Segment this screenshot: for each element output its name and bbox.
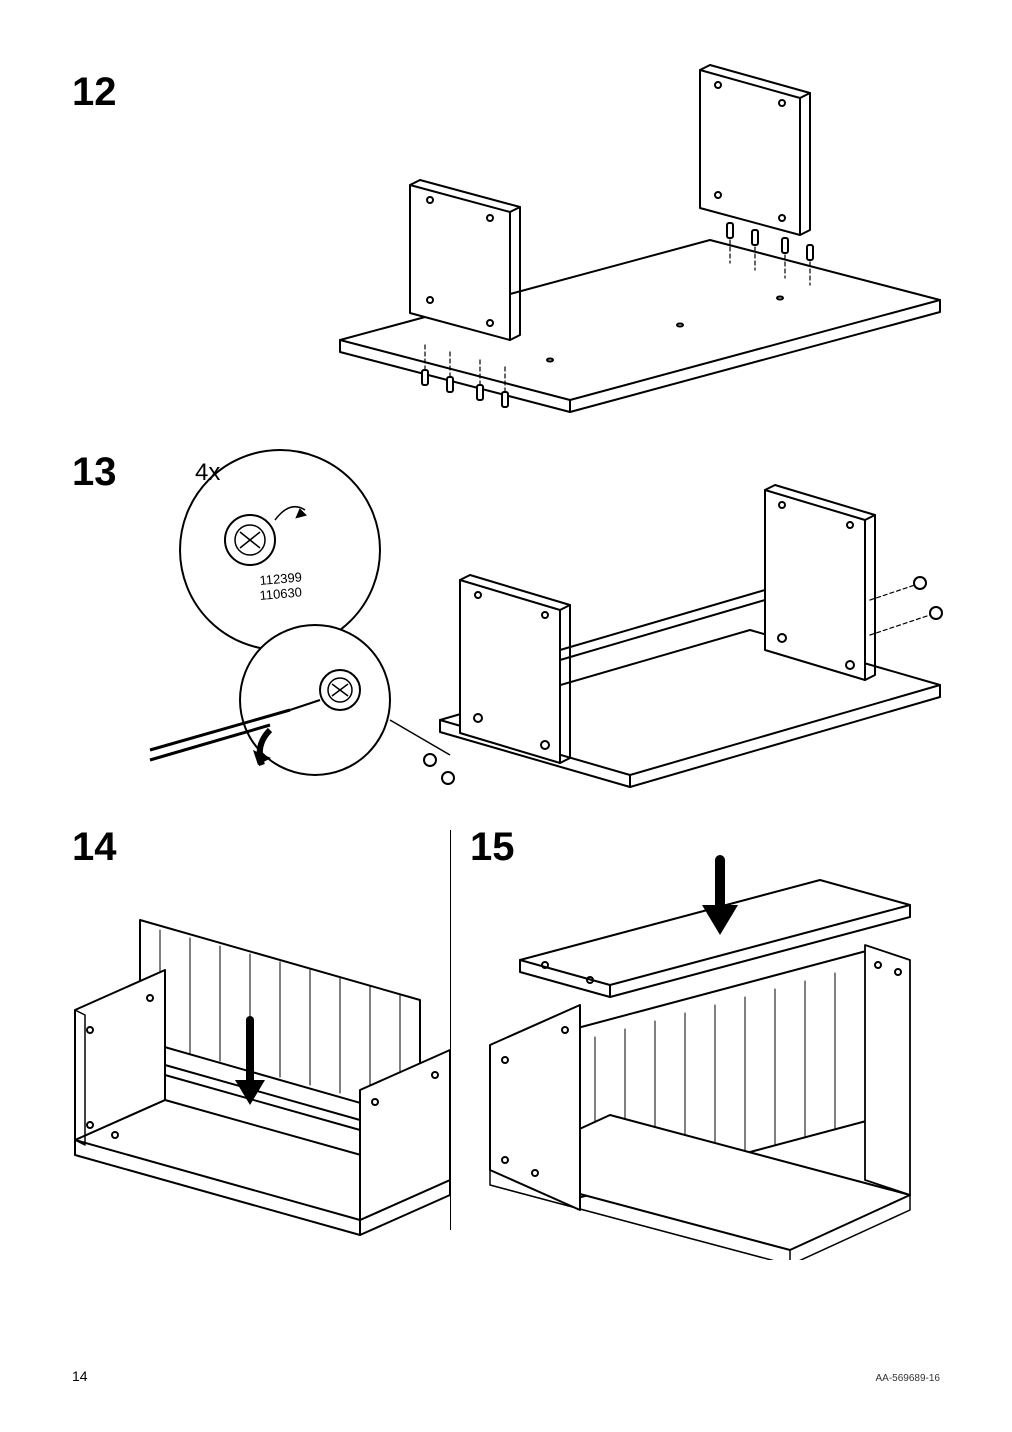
step-15-diagram — [470, 840, 930, 1260]
step-12-diagram — [330, 40, 950, 440]
step-14-number: 14 — [72, 825, 117, 870]
assembly-page: 12 — [0, 0, 1012, 1432]
step-13-number: 13 — [72, 450, 117, 495]
qty-label: 4x — [195, 459, 220, 486]
page-number: 14 — [72, 1368, 88, 1384]
step-14-diagram — [60, 880, 460, 1250]
doc-code: AA-569689-16 — [876, 1373, 941, 1384]
step-13-diagram — [410, 450, 970, 810]
step-12-number: 12 — [72, 70, 117, 115]
